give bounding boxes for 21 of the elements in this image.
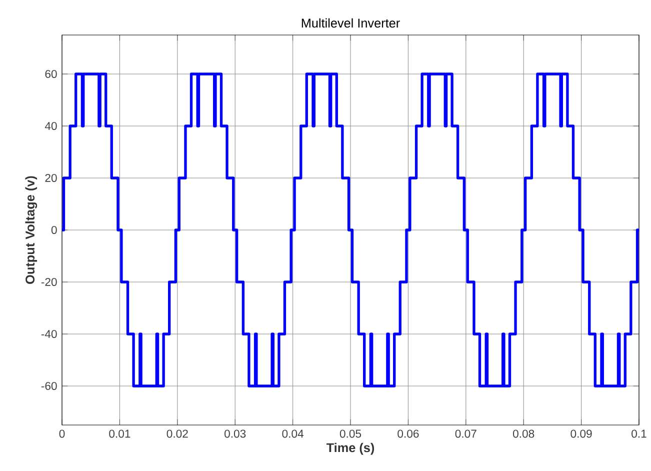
x-tick-label: 0.04 <box>282 430 304 438</box>
x-tick-label: 0.08 <box>513 430 534 438</box>
x-tick-label: 0.06 <box>398 430 419 438</box>
x-tick-label: 0.02 <box>166 430 188 438</box>
y-tick-label: 20 <box>45 174 57 182</box>
x-tick-label: 0.03 <box>224 430 246 438</box>
x-tick-label: 0.09 <box>570 430 592 438</box>
x-tick-label: 0.1 <box>632 430 646 438</box>
x-axis-title: Time (s) <box>326 442 374 455</box>
x-tick-label: 0.05 <box>340 430 362 438</box>
y-tick-label: 60 <box>45 70 57 78</box>
x-tick-label: 0 <box>59 430 65 438</box>
y-tick-label: 0 <box>51 226 57 234</box>
x-tick-label: 0.07 <box>455 430 476 438</box>
chart-title: Multilevel Inverter <box>302 18 400 28</box>
y-axis-title: Output Voltage (v) <box>25 176 38 284</box>
y-tick-label: 40 <box>44 122 57 130</box>
y-tick-label: -60 <box>41 382 57 390</box>
y-tick-label: -20 <box>41 278 57 286</box>
y-tick-label: -40 <box>41 330 57 338</box>
x-tick-label: 0.01 <box>109 430 130 438</box>
